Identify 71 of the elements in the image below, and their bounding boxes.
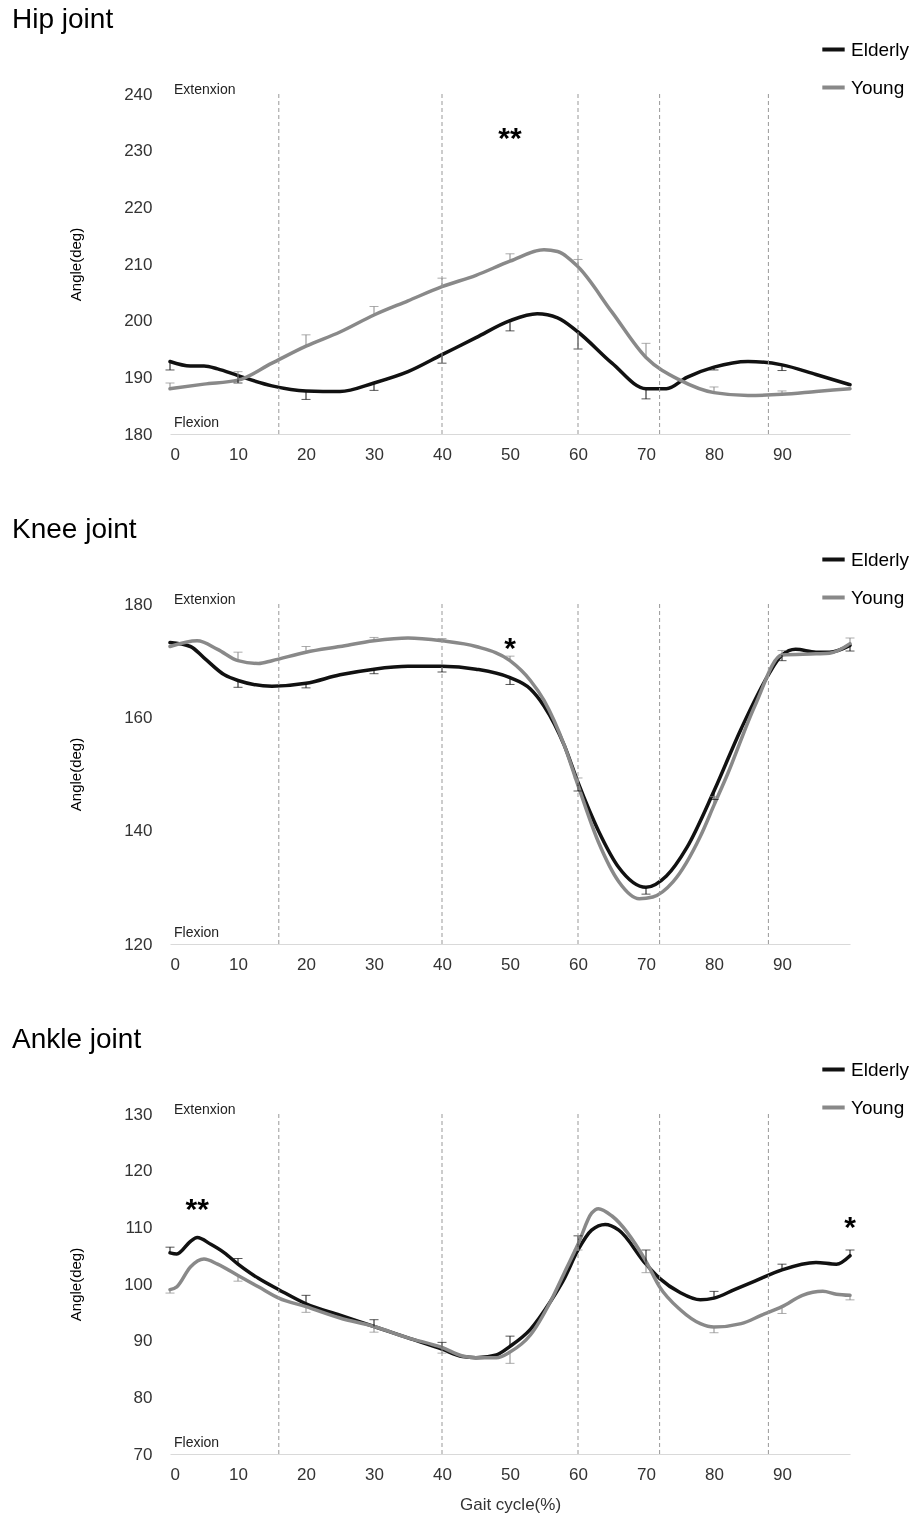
- x-tick-label: 60: [569, 954, 588, 974]
- x-tick-label: 40: [433, 954, 452, 974]
- x-tick-label: 50: [501, 1464, 520, 1484]
- annotation: Extenxion: [174, 591, 236, 607]
- x-tick-label: 70: [637, 1464, 656, 1484]
- x-tick-label: 80: [705, 444, 724, 464]
- y-axis-title: Angle(deg): [67, 737, 85, 812]
- annotation: **: [498, 121, 522, 154]
- y-tick-label: 90: [133, 1331, 153, 1351]
- x-tick-label: 80: [705, 954, 724, 974]
- x-tick-label: 40: [433, 444, 452, 464]
- y-tick-label: 130: [124, 1104, 153, 1124]
- chart-title: Knee joint: [12, 513, 137, 544]
- x-tick-label: 30: [365, 444, 384, 464]
- x-tick-label: 10: [229, 954, 248, 974]
- x-tick-label: 0: [170, 444, 180, 464]
- y-tick-label: 140: [124, 821, 153, 841]
- annotation: Flexion: [174, 924, 220, 940]
- y-tick-label: 80: [133, 1387, 153, 1407]
- x-tick-label: 0: [170, 1464, 180, 1484]
- y-tick-label: 100: [124, 1274, 153, 1294]
- annotation: Extenxion: [174, 1101, 236, 1117]
- legend-label: Elderly: [851, 548, 910, 570]
- y-tick-label: 210: [124, 254, 153, 274]
- y-tick-label: 230: [124, 141, 153, 161]
- x-tick-label: 60: [569, 444, 588, 464]
- legend-label: Elderly: [851, 1058, 910, 1080]
- x-tick-label: 50: [501, 954, 520, 974]
- y-tick-label: 120: [124, 1161, 153, 1181]
- legend-label: Young: [851, 1096, 905, 1118]
- x-tick-label: 70: [637, 954, 656, 974]
- y-tick-label: 70: [133, 1444, 153, 1464]
- x-tick-label: 20: [297, 1464, 316, 1484]
- x-tick-label: 20: [297, 954, 316, 974]
- annotation: Extenxion: [174, 81, 236, 97]
- x-tick-label: 70: [637, 444, 656, 464]
- x-tick-label: 90: [773, 954, 792, 974]
- x-tick-label: 40: [433, 1464, 452, 1484]
- x-tick-label: 60: [569, 1464, 588, 1484]
- y-axis-title: Angle(deg): [67, 227, 85, 302]
- annotation: Flexion: [174, 414, 220, 430]
- y-tick-label: 200: [124, 311, 153, 331]
- legend-label: Young: [851, 76, 905, 98]
- annotation: Flexion: [174, 1434, 220, 1450]
- x-axis-title: Gait cycle(%): [459, 1494, 562, 1514]
- x-tick-label: 90: [773, 1464, 792, 1484]
- y-tick-label: 120: [124, 934, 153, 954]
- x-tick-label: 0: [170, 954, 180, 974]
- x-tick-label: 30: [365, 954, 384, 974]
- y-axis-title: Angle(deg): [67, 1247, 85, 1322]
- y-tick-label: 160: [124, 707, 153, 727]
- annotation: *: [504, 631, 517, 664]
- y-tick-label: 190: [124, 367, 153, 387]
- annotation: *: [844, 1209, 857, 1243]
- legend-label: Young: [851, 586, 905, 608]
- y-tick-label: 220: [124, 197, 153, 217]
- x-tick-label: 20: [297, 444, 316, 464]
- y-tick-label: 180: [124, 424, 153, 444]
- annotation: **: [185, 1191, 210, 1225]
- x-tick-label: 80: [705, 1464, 724, 1484]
- x-tick-label: 50: [501, 444, 520, 464]
- x-tick-label: 30: [365, 1464, 384, 1484]
- y-tick-label: 240: [124, 84, 153, 104]
- x-tick-label: 90: [773, 444, 792, 464]
- x-tick-label: 10: [229, 1464, 248, 1484]
- y-tick-label: 110: [125, 1217, 153, 1237]
- chart-title: Hip joint: [12, 3, 114, 34]
- chart-title: Ankle joint: [12, 1023, 142, 1054]
- x-tick-label: 10: [229, 444, 248, 464]
- y-tick-label: 180: [124, 594, 153, 614]
- legend-label: Elderly: [851, 38, 910, 60]
